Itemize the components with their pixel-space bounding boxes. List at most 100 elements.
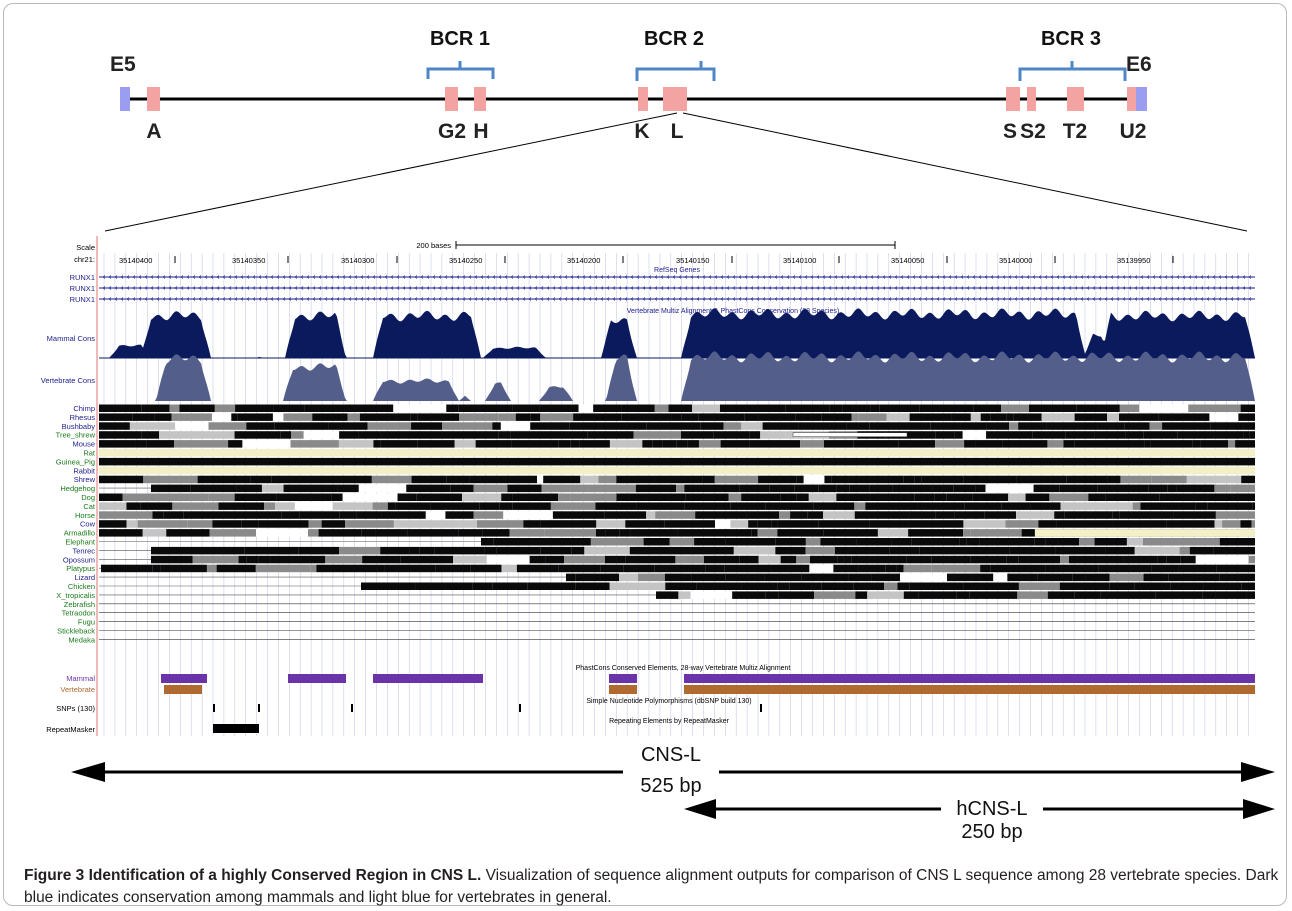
species-alignment-block xyxy=(687,440,699,448)
species-alignment-block xyxy=(959,538,967,546)
species-alignment-block xyxy=(684,502,731,510)
species-alignment-block xyxy=(312,413,348,421)
species-alignment-block xyxy=(758,555,781,564)
species-alignment-block xyxy=(807,511,824,519)
element-l-label: L xyxy=(671,120,684,143)
species-alignment-block xyxy=(1074,440,1119,448)
species-alignment-block xyxy=(551,440,559,448)
species-alignment-block xyxy=(963,582,1019,590)
species-alignment-block xyxy=(273,404,305,412)
species-alignment-block xyxy=(1045,564,1099,573)
species-alignment-block xyxy=(973,404,1002,412)
species-alignment-block xyxy=(1238,413,1255,421)
species-alignment-block xyxy=(304,404,345,412)
species-alignment-block xyxy=(99,520,127,528)
species-alignment-block xyxy=(151,555,193,564)
species-label: Tenrec xyxy=(72,546,95,555)
species-alignment-block xyxy=(654,475,703,484)
species-alignment-block xyxy=(276,493,332,501)
species-alignment-block xyxy=(1192,440,1201,448)
species-alignment-block xyxy=(458,529,483,537)
species-alignment-block xyxy=(1202,591,1216,599)
species-alignment-block xyxy=(619,529,631,537)
species-alignment-block xyxy=(625,422,647,430)
element-l-box xyxy=(663,87,687,111)
species-alignment-block xyxy=(1168,573,1220,582)
species-alignment-block xyxy=(339,511,357,519)
repeat-element xyxy=(213,724,259,733)
species-alignment-block xyxy=(842,404,871,412)
species-alignment-block xyxy=(669,546,699,555)
species-alignment-block xyxy=(837,555,844,564)
species-alignment-block xyxy=(655,511,696,519)
species-alignment-block xyxy=(141,404,170,412)
species-alignment-block xyxy=(339,431,359,439)
species-alignment-block xyxy=(416,493,463,501)
species-alignment-block xyxy=(316,564,332,573)
species-alignment-block xyxy=(616,475,655,484)
species-alignment-block xyxy=(281,511,300,519)
species-alignment-block xyxy=(1249,431,1255,439)
species-alignment-block xyxy=(1056,520,1113,528)
species-alignment-block xyxy=(539,538,591,546)
species-alignment-block xyxy=(891,538,912,546)
species-alignment-block xyxy=(430,502,480,510)
species-alignment-block xyxy=(1124,422,1150,430)
species-alignment-block xyxy=(1150,440,1193,448)
species-alignment-block xyxy=(897,582,910,590)
species-alignment-block xyxy=(909,511,936,519)
species-alignment-block xyxy=(1139,404,1189,412)
species-alignment-block xyxy=(1060,555,1070,564)
species-alignment-block xyxy=(407,529,459,537)
species-alignment-block xyxy=(387,502,396,510)
species-alignment-block xyxy=(400,555,454,564)
species-alignment-block xyxy=(579,440,610,448)
species-alignment-block xyxy=(698,413,745,421)
species-alignment-block xyxy=(665,582,697,590)
species-alignment-block xyxy=(935,440,965,448)
species-alignment-block xyxy=(951,413,971,421)
element-t2-label: T2 xyxy=(1063,120,1088,143)
species-alignment-block xyxy=(129,404,142,412)
species-alignment-block xyxy=(410,413,418,421)
species-alignment-block xyxy=(947,573,994,582)
species-alignment-block xyxy=(713,431,750,439)
species-alignment-block xyxy=(914,493,935,501)
species-alignment-block xyxy=(454,440,476,448)
species-alignment-block xyxy=(595,502,637,510)
species-alignment-block xyxy=(442,422,493,430)
species-alignment-block xyxy=(492,582,528,590)
species-alignment-block xyxy=(459,413,499,421)
species-alignment-block xyxy=(1213,546,1255,555)
species-alignment-block xyxy=(270,555,326,564)
species-alignment-block xyxy=(540,413,574,421)
species-alignment-block xyxy=(885,431,936,439)
species-alignment-block xyxy=(700,422,709,430)
species-alignment-block xyxy=(1166,555,1181,564)
species-alignment-block xyxy=(964,502,1002,510)
species-alignment-block xyxy=(1203,582,1242,590)
position-label: 35140300 xyxy=(341,256,374,265)
species-alignment-block xyxy=(843,555,852,564)
species-alignment-block xyxy=(798,422,847,430)
species-alignment-block xyxy=(723,422,742,430)
species-alignment-block xyxy=(473,511,504,519)
species-alignment-block xyxy=(558,564,601,573)
species-alignment-block xyxy=(780,555,797,564)
species-alignment-block xyxy=(836,484,850,493)
species-alignment-block xyxy=(242,440,291,448)
cns-l-arrowhead-left xyxy=(71,762,105,782)
species-alignment-block xyxy=(290,440,339,448)
species-row-block xyxy=(99,466,1255,475)
element-s2-label: S2 xyxy=(1020,120,1046,143)
species-alignment-block xyxy=(935,511,955,519)
species-alignment-block xyxy=(512,404,540,412)
species-alignment-block xyxy=(690,591,733,599)
species-alignment-block xyxy=(564,555,605,564)
species-alignment-block xyxy=(1214,484,1231,493)
species-alignment-block xyxy=(575,573,601,582)
species-alignment-block xyxy=(970,529,1022,537)
species-alignment-block xyxy=(163,511,184,519)
position-label: 35140100 xyxy=(783,256,816,265)
species-alignment-block xyxy=(537,475,544,484)
